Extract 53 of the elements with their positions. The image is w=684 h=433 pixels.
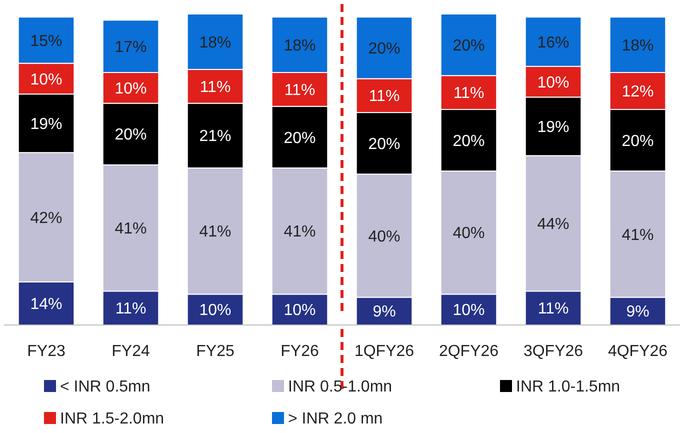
x-tick-label: FY23: [27, 343, 66, 360]
x-tick-label: 4QFY26: [608, 343, 668, 360]
data-label: 10%: [537, 74, 570, 92]
data-label: 21%: [199, 128, 232, 146]
data-label: 20%: [452, 37, 485, 54]
data-label: 11%: [284, 82, 316, 100]
x-tick-label: FY26: [280, 343, 319, 360]
legend-label: INR 0.5-1.0mn: [288, 378, 392, 396]
data-label: 11%: [538, 300, 569, 318]
data-label: 41%: [114, 220, 147, 238]
data-label: 18%: [284, 37, 316, 54]
legend-label: INR 1.0-1.5mn: [516, 378, 620, 396]
data-label: 10%: [30, 71, 62, 88]
data-label: 18%: [622, 37, 654, 54]
x-tick-label: FY25: [196, 343, 234, 360]
data-label: 41%: [284, 224, 316, 241]
x-tick-label: 1QFY26: [354, 343, 414, 360]
data-label: 41%: [622, 226, 654, 244]
data-label: 40%: [368, 228, 400, 246]
data-label: 20%: [368, 136, 400, 153]
data-label: 42%: [30, 210, 62, 227]
data-label: 11%: [200, 78, 231, 96]
data-label: 19%: [537, 118, 570, 136]
x-tick-label: 3QFY26: [523, 343, 584, 360]
legend-label: INR 1.5-2.0mn: [60, 410, 164, 428]
data-label: 20%: [622, 132, 654, 150]
data-label: 12%: [622, 84, 654, 101]
data-label: 17%: [114, 38, 147, 56]
data-label: 40%: [452, 225, 485, 242]
data-label: 19%: [30, 116, 62, 133]
data-label: 10%: [199, 302, 232, 320]
data-label: 15%: [30, 32, 62, 50]
data-label: 10%: [452, 302, 485, 320]
data-label: 14%: [30, 296, 62, 314]
data-label: 10%: [114, 80, 147, 98]
legend-label: < INR 0.5mn: [60, 378, 150, 396]
data-label: 9%: [372, 304, 396, 321]
data-label: 9%: [626, 304, 650, 321]
data-label: 41%: [199, 224, 232, 241]
data-label: 20%: [452, 132, 485, 150]
data-label: 20%: [114, 126, 147, 144]
data-label: 10%: [284, 302, 316, 320]
legend-label: > INR 2.0 mn: [288, 410, 383, 428]
data-label: 44%: [537, 216, 570, 233]
x-tick-label: FY24: [112, 343, 150, 360]
data-label: 18%: [199, 34, 232, 52]
data-label: 20%: [284, 130, 316, 147]
data-label: 11%: [115, 300, 146, 318]
data-label: 11%: [453, 85, 484, 102]
data-label: 20%: [368, 40, 400, 58]
data-label: 16%: [537, 34, 570, 52]
x-tick-label: 2QFY26: [438, 343, 499, 360]
data-label: 11%: [368, 88, 400, 106]
